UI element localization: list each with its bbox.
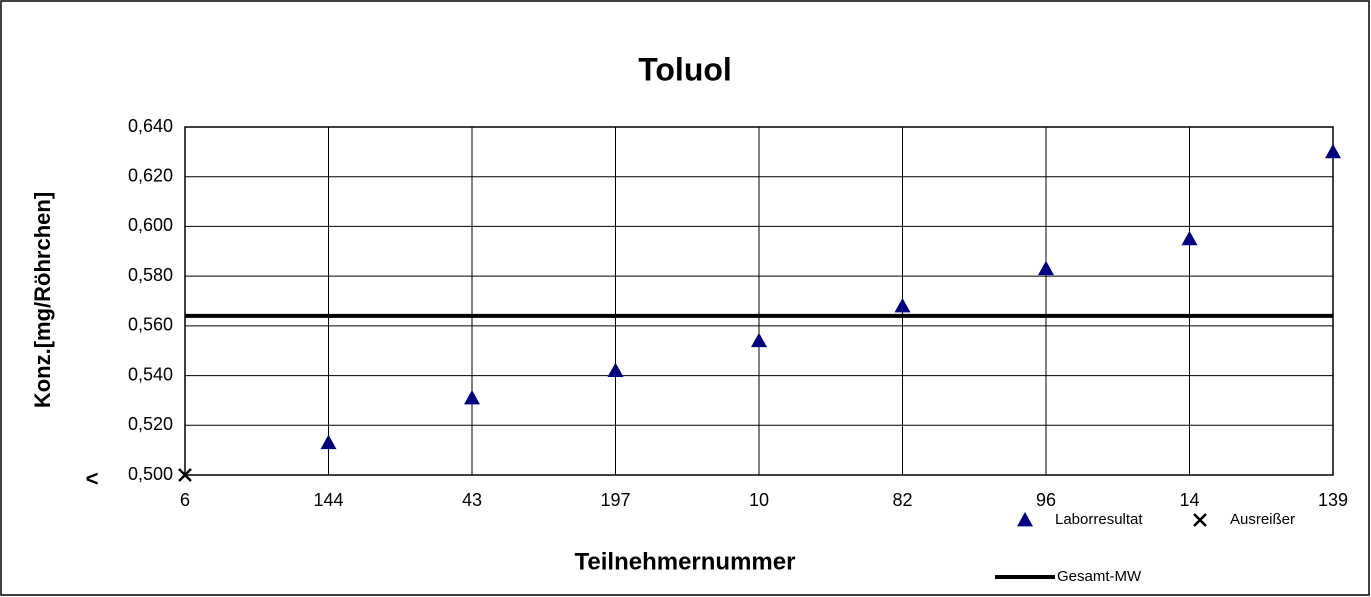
x-tick-label: 82	[892, 490, 912, 510]
y-tick-label: 0,600	[128, 215, 173, 235]
x-tick-label: 14	[1179, 490, 1199, 510]
x-tick-label: 144	[313, 490, 343, 510]
x-tick-label: 10	[749, 490, 769, 510]
y-axis-title: Konz.[mg/Röhrchen]	[30, 192, 55, 408]
x-tick-label: 43	[462, 490, 482, 510]
x-tick-label: 96	[1036, 490, 1056, 510]
point	[1325, 143, 1341, 159]
y-tick-label: 0,500	[128, 464, 173, 484]
x-tick-label: 6	[180, 490, 190, 510]
y-tick-label: 0,620	[128, 165, 173, 185]
y-tick-label: 0,580	[128, 265, 173, 285]
point	[894, 297, 911, 313]
legend-label: Laborresultat	[1055, 511, 1143, 528]
point	[1038, 260, 1054, 276]
legend-label: Ausreißer	[1230, 511, 1295, 528]
x-axis-title: Teilnehmernummer	[575, 548, 796, 575]
legend-swatch	[1193, 513, 1207, 527]
y-tick-label: 0,520	[128, 414, 173, 434]
x-tick-label: 139	[1318, 490, 1348, 510]
y-tick-label: 0,560	[128, 315, 173, 335]
plot-border	[184, 126, 1334, 476]
point	[607, 362, 624, 377]
legend-label: Gesamt-MW	[1057, 568, 1142, 585]
point	[320, 434, 337, 450]
point	[1181, 230, 1198, 246]
chart-title: Toluol	[638, 51, 732, 87]
point	[464, 389, 480, 405]
annotation: <	[86, 466, 99, 491]
legend-swatch	[1017, 512, 1033, 527]
point	[178, 468, 192, 482]
y-tick-label: 0,640	[128, 116, 173, 136]
point	[751, 332, 767, 348]
x-tick-label: 197	[600, 490, 630, 510]
y-tick-label: 0,540	[128, 364, 173, 384]
